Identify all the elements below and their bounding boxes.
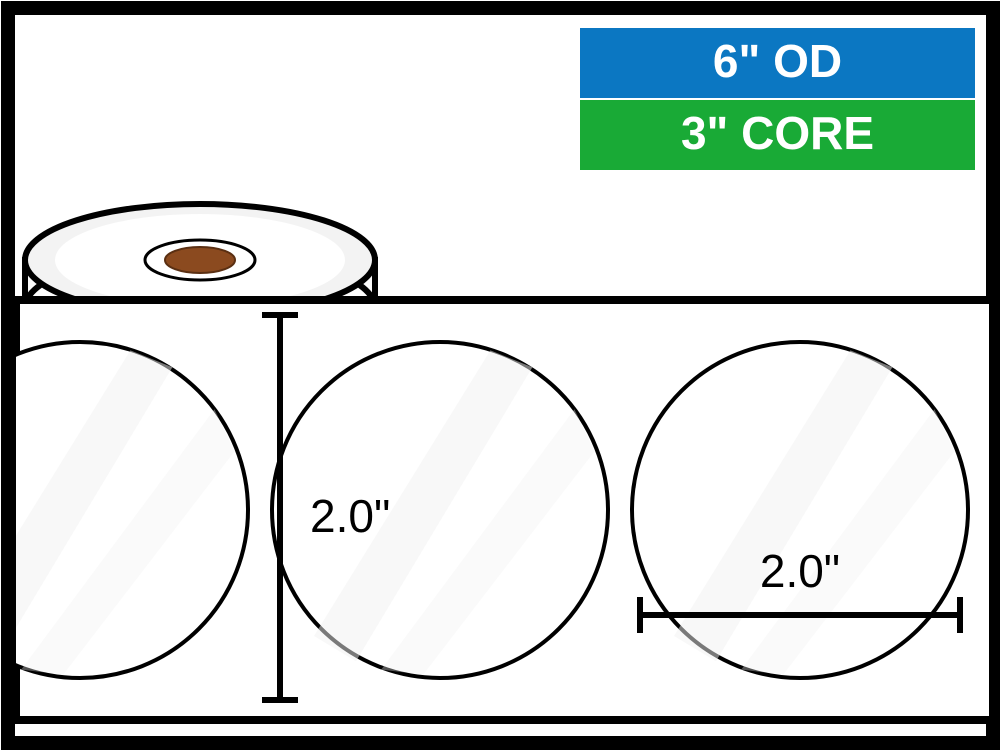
- badge-label: 6" OD: [713, 35, 842, 87]
- badge-1: 3" CORE: [580, 100, 975, 170]
- label-circles-group: [0, 342, 968, 678]
- badge-0: 6" OD: [580, 28, 975, 98]
- dimension-horizontal-label: 2.0": [760, 545, 840, 597]
- label-circle-2: [632, 342, 968, 678]
- badge-label: 3" CORE: [681, 107, 874, 159]
- dimension-vertical-label: 2.0": [310, 490, 390, 542]
- roll-hub: [165, 247, 235, 273]
